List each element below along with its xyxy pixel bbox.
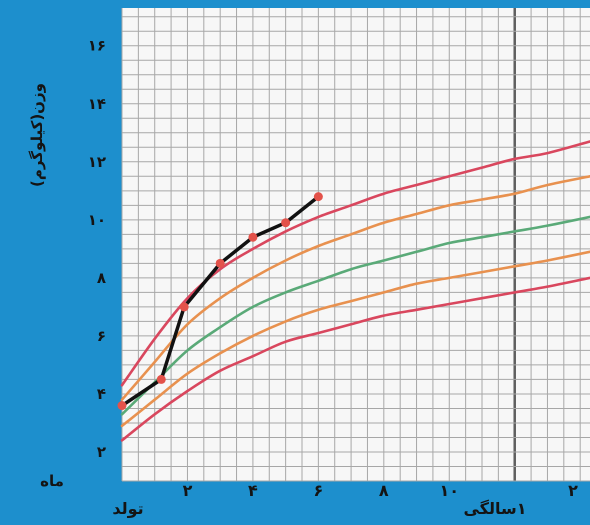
x-tick-label: تولد <box>112 499 143 518</box>
x-tick-label: ۴ <box>248 481 258 500</box>
x-tick-label: ۲ <box>568 481 578 500</box>
percentile-curve-5 <box>120 276 590 442</box>
y-tick-label: ۱۶ <box>88 37 106 55</box>
child-weight-point <box>156 374 166 384</box>
child-weight-point <box>313 192 323 202</box>
y-tick-label: ۱۲ <box>88 153 106 171</box>
x-tick-label: ۲ <box>183 481 193 500</box>
y-tick-label: ۱۰ <box>88 211 106 229</box>
x-tick-label: ۱سالگی <box>463 499 526 518</box>
percentile-curve-4 <box>120 250 590 428</box>
x-tick-label: ۸ <box>379 481 389 500</box>
y-axis-title: وزن(کیلوگرم) <box>28 83 46 187</box>
x-axis-unit-label: ماه <box>40 472 64 490</box>
plot-area <box>122 8 590 481</box>
y-tick-label: ۱۴ <box>88 95 106 113</box>
child-weight-point <box>215 258 225 268</box>
child-weight-point <box>179 302 189 312</box>
percentile-curve-3 <box>120 215 590 416</box>
x-tick-label: ۶ <box>313 481 323 500</box>
chart-series <box>117 140 590 442</box>
y-tick-label: ۴ <box>97 385 106 403</box>
y-tick-label: ۶ <box>97 327 106 345</box>
child-weight-point <box>248 232 258 242</box>
child-weight-point <box>281 218 291 228</box>
percentile-curve-2 <box>120 175 590 401</box>
x-tick-label: ۱۰ <box>440 481 460 500</box>
chart-grid <box>121 8 590 482</box>
y-tick-label: ۲ <box>97 443 106 461</box>
child-weight-point <box>117 401 127 411</box>
y-axis-tick-labels: ۲ ۴ ۶ ۸ ۱۰ ۱۲ ۱۴ ۱۶ <box>88 37 106 461</box>
y-tick-label: ۸ <box>97 269 106 287</box>
